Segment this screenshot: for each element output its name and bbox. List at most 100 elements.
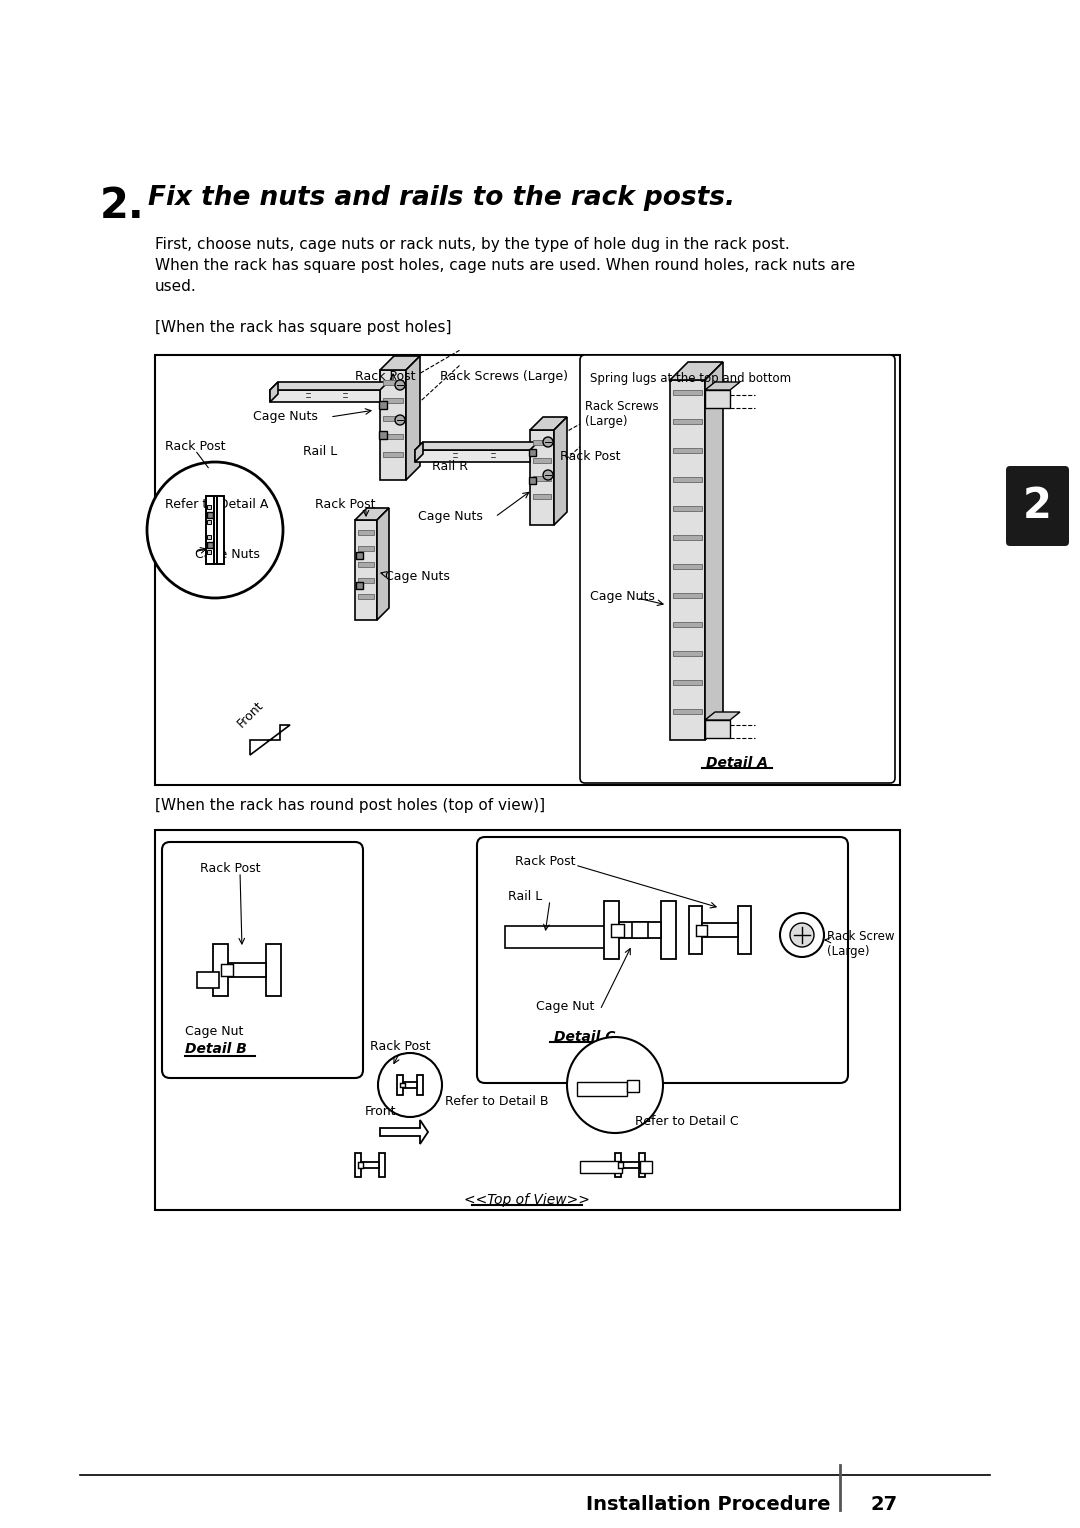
Text: Rack Screws (Large): Rack Screws (Large) [440,370,568,384]
Circle shape [780,914,824,957]
Bar [673,593,702,597]
Bar [379,400,387,410]
Bar [673,419,702,423]
Polygon shape [705,712,740,720]
Bar [214,497,216,564]
Text: Rack Post: Rack Post [200,862,260,876]
Bar [206,542,213,549]
Polygon shape [554,417,567,526]
Text: <<Top of View>>: <<Top of View>> [464,1193,590,1207]
Circle shape [543,471,553,480]
Text: 27: 27 [870,1494,897,1514]
Bar [357,545,374,552]
Text: Installation Procedure: Installation Procedure [585,1494,831,1514]
Bar [638,1154,646,1177]
Text: Detail C: Detail C [554,1030,616,1044]
Polygon shape [530,417,567,429]
FancyBboxPatch shape [477,837,848,1083]
Circle shape [395,380,405,390]
Text: Cage Nuts: Cage Nuts [384,570,450,584]
Bar [220,964,232,976]
Circle shape [395,416,405,425]
Bar [673,564,702,568]
Polygon shape [406,356,420,480]
Bar [534,494,551,500]
Bar [673,622,702,626]
Bar [705,390,730,408]
Bar [640,1161,652,1174]
Polygon shape [705,362,723,740]
Bar [383,416,403,422]
Bar [403,1082,417,1088]
Text: used.: used. [156,280,197,293]
Bar [696,924,706,935]
Polygon shape [270,382,388,390]
Bar [530,429,554,526]
Polygon shape [380,356,420,370]
Bar [673,390,702,396]
FancyBboxPatch shape [162,842,363,1077]
Bar [632,921,648,938]
Bar [206,497,214,564]
Text: Detail B: Detail B [185,1042,247,1056]
Polygon shape [380,1120,428,1144]
Bar [380,370,406,480]
Bar [270,390,380,402]
Bar [673,651,702,656]
Bar [505,926,612,947]
Bar [621,1161,638,1169]
Bar [400,1083,405,1088]
Bar [206,512,213,518]
Bar [357,1163,363,1167]
Bar [673,477,702,481]
FancyBboxPatch shape [580,354,895,782]
Text: Cage Nuts: Cage Nuts [195,549,260,561]
Text: Front: Front [365,1105,396,1118]
Bar [611,923,624,937]
Bar [266,944,281,996]
Text: Front: Front [235,698,267,730]
Bar [383,397,403,403]
Text: Rack Post: Rack Post [354,370,415,384]
Text: Rack Post: Rack Post [561,451,621,463]
Bar [529,477,536,484]
Polygon shape [377,507,389,620]
Bar [357,530,374,535]
Bar [534,458,551,463]
Circle shape [378,1053,442,1117]
Bar [417,1076,422,1096]
Bar [738,906,751,953]
Text: Refer to Detail A: Refer to Detail A [165,498,268,510]
Text: [When the rack has square post holes]: [When the rack has square post holes] [156,319,451,335]
Bar [357,594,374,599]
Bar [415,451,530,461]
Text: Detail A: Detail A [706,756,768,770]
Bar [228,963,266,978]
Text: Cage Nuts: Cage Nuts [590,590,654,604]
Bar [214,944,228,996]
Text: Rack Post: Rack Post [314,498,375,510]
Bar [379,431,387,439]
Text: Rack Post: Rack Post [369,1041,430,1053]
Bar [534,440,551,445]
Text: Rail L: Rail L [508,889,542,903]
Bar [673,448,702,452]
Bar [357,562,374,567]
Bar [383,380,403,385]
Bar [206,535,212,539]
Bar [156,830,900,1210]
Bar [619,923,661,938]
Polygon shape [415,442,423,461]
Text: Rack Screws
(Large): Rack Screws (Large) [585,400,659,428]
Bar [661,902,676,958]
Polygon shape [270,382,278,402]
Text: 2: 2 [1023,484,1052,527]
Bar [206,506,212,509]
Bar [383,434,403,439]
Bar [397,1076,403,1096]
Text: Cage Nuts: Cage Nuts [418,510,483,523]
Bar [604,902,619,958]
Bar [673,680,702,685]
Text: Spring lugs at the top and bottom: Spring lugs at the top and bottom [590,371,792,385]
Polygon shape [415,442,538,451]
